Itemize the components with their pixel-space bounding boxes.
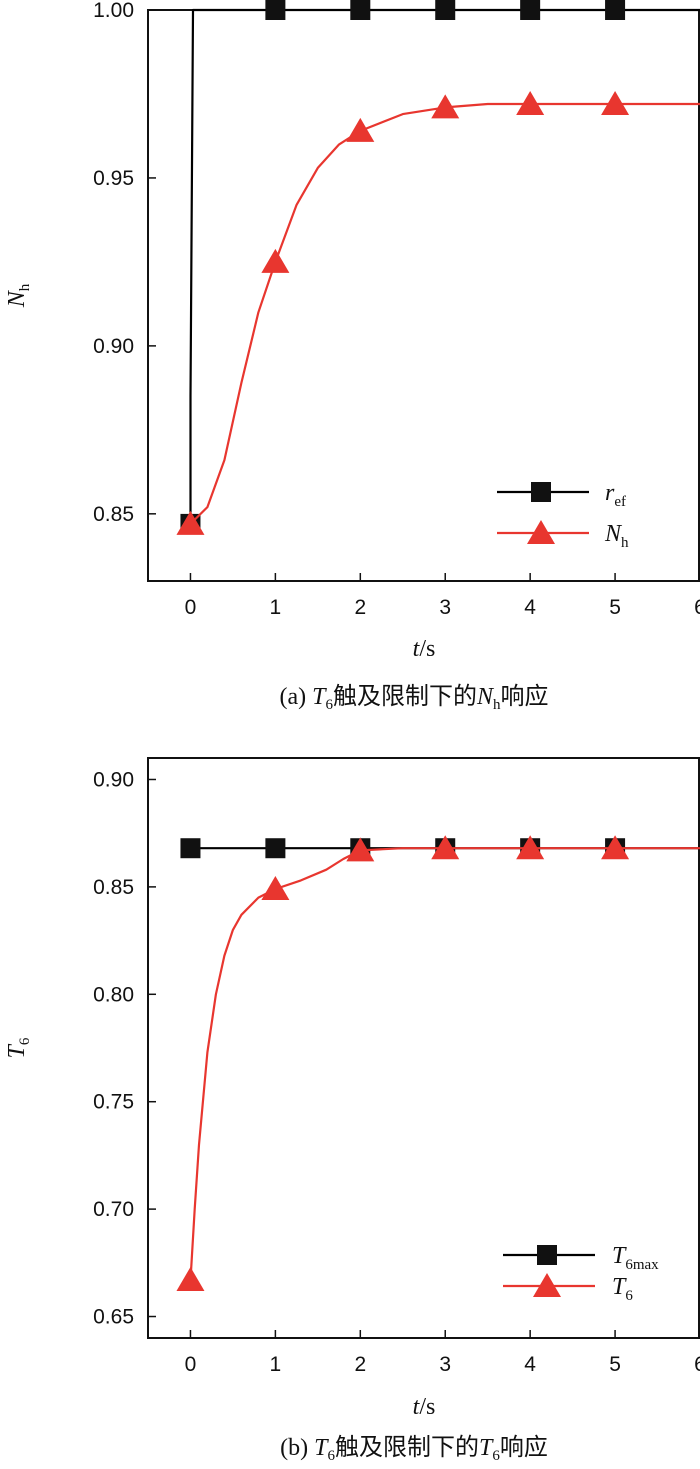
y-tick-label: 0.75 [93, 1091, 134, 1114]
caption-var-1: T [314, 1435, 329, 1461]
legend-marker-square [537, 1245, 557, 1265]
data-point-square [265, 838, 286, 859]
x-tick-label: 1 [270, 1353, 282, 1376]
caption-var-2: T [479, 1435, 494, 1461]
data-point-square [180, 838, 201, 859]
caption-var-2: N [476, 684, 495, 710]
x-tick-label: 3 [439, 596, 451, 619]
x-tick-label: 5 [609, 1353, 621, 1376]
x-tick-label: 0 [185, 596, 197, 619]
data-point-triangle [176, 1267, 205, 1291]
y-axis-label: Nh [4, 283, 33, 308]
caption-var-1: T [312, 684, 327, 710]
caption-var-1-sub: 6 [327, 1448, 335, 1464]
data-point-triangle [516, 835, 545, 860]
x-tick-label: 6 [694, 1353, 700, 1376]
data-point-triangle [346, 117, 375, 142]
legend-label-main: N [604, 521, 623, 547]
x-tick-label: 2 [354, 596, 366, 619]
x-tick-label: 5 [609, 596, 621, 619]
legend-marker-triangle [527, 520, 555, 544]
series-line-response [189, 102, 700, 525]
caption-var-2-sub: h [493, 697, 501, 713]
plot-frame [147, 757, 700, 1339]
x-tick-label: 2 [354, 1353, 366, 1376]
x-axis-label: t/s [413, 1394, 436, 1420]
x-tick-label: 1 [270, 596, 282, 619]
caption-var-2-sub: 6 [492, 1448, 500, 1464]
data-point-square [350, 0, 371, 20]
legend-label-main: r [605, 480, 615, 506]
data-point-square [435, 0, 456, 20]
data-point-square [520, 0, 541, 20]
x-tick-label: 4 [524, 1353, 536, 1376]
caption-prefix: (a) [279, 684, 312, 710]
y-axis-label-sub: h [17, 283, 33, 291]
legend-label: ref [605, 480, 626, 510]
data-point-triangle [261, 248, 290, 273]
data-point-triangle [176, 510, 205, 535]
legend-label-main: T [612, 1274, 627, 1300]
y-tick-label: 0.85 [93, 876, 134, 899]
caption-var-1-sub: 6 [325, 697, 333, 713]
y-tick-label: 0.85 [93, 503, 134, 526]
x-axis-label-unit: /s [419, 636, 435, 662]
data-point-triangle [601, 835, 630, 860]
y-axis-label-sub: 6 [17, 1037, 33, 1045]
caption-prefix: (b) [280, 1435, 314, 1461]
caption-suffix: 响应 [501, 683, 549, 710]
legend-label-sub: 6 [625, 1288, 633, 1304]
data-point-triangle [346, 837, 375, 862]
legend-marker-triangle [533, 1273, 561, 1297]
figure-caption: (b) T6触及限制下的T6响应 [280, 1434, 548, 1464]
y-axis-label-main: T [4, 1043, 30, 1058]
x-axis-label-main: t [413, 1394, 421, 1420]
x-axis-label-main: t [413, 636, 421, 662]
x-tick-label: 0 [185, 1353, 197, 1376]
y-axis-label-main: N [4, 289, 30, 308]
y-tick-label: 0.80 [93, 983, 134, 1006]
x-axis-label-unit: /s [419, 1394, 435, 1420]
y-tick-label: 0.90 [93, 768, 134, 791]
y-axis-label: T6 [4, 1037, 33, 1058]
caption-middle: 触及限制下的 [335, 1434, 479, 1461]
legend-label-sub: 6max [625, 1257, 659, 1273]
data-point-square [265, 0, 286, 20]
x-tick-label: 4 [524, 596, 536, 619]
data-point-triangle [431, 835, 460, 860]
y-tick-label: 0.70 [93, 1198, 134, 1221]
series-line-response [189, 847, 700, 1281]
legend-label-sub: h [621, 535, 629, 551]
legend-label-sub: ef [614, 494, 626, 510]
caption-suffix: 响应 [500, 1434, 548, 1461]
y-tick-label: 0.65 [93, 1306, 134, 1329]
y-tick-label: 0.90 [93, 335, 134, 358]
legend-marker-square [531, 482, 551, 502]
data-point-triangle [431, 94, 460, 119]
x-tick-label: 6 [694, 596, 700, 619]
legend-label: T6max [612, 1243, 659, 1273]
data-point-square [605, 0, 626, 20]
caption-middle: 触及限制下的 [333, 683, 477, 710]
figure-caption: (a) T6触及限制下的Nh响应 [279, 683, 548, 713]
legend-label: T6 [612, 1274, 633, 1304]
data-point-triangle [516, 91, 545, 116]
chart-panel-b: 01234560.650.700.750.800.850.90t/sT6T6ma… [4, 757, 700, 1464]
data-point-triangle [261, 876, 290, 901]
data-point-triangle [601, 91, 630, 116]
y-tick-label: 1.00 [93, 0, 134, 22]
y-tick-label: 0.95 [93, 167, 134, 190]
legend-label: Nh [604, 521, 629, 551]
legend-label-main: T [612, 1243, 627, 1269]
x-tick-label: 3 [439, 1353, 451, 1376]
x-axis-label: t/s [413, 636, 436, 662]
